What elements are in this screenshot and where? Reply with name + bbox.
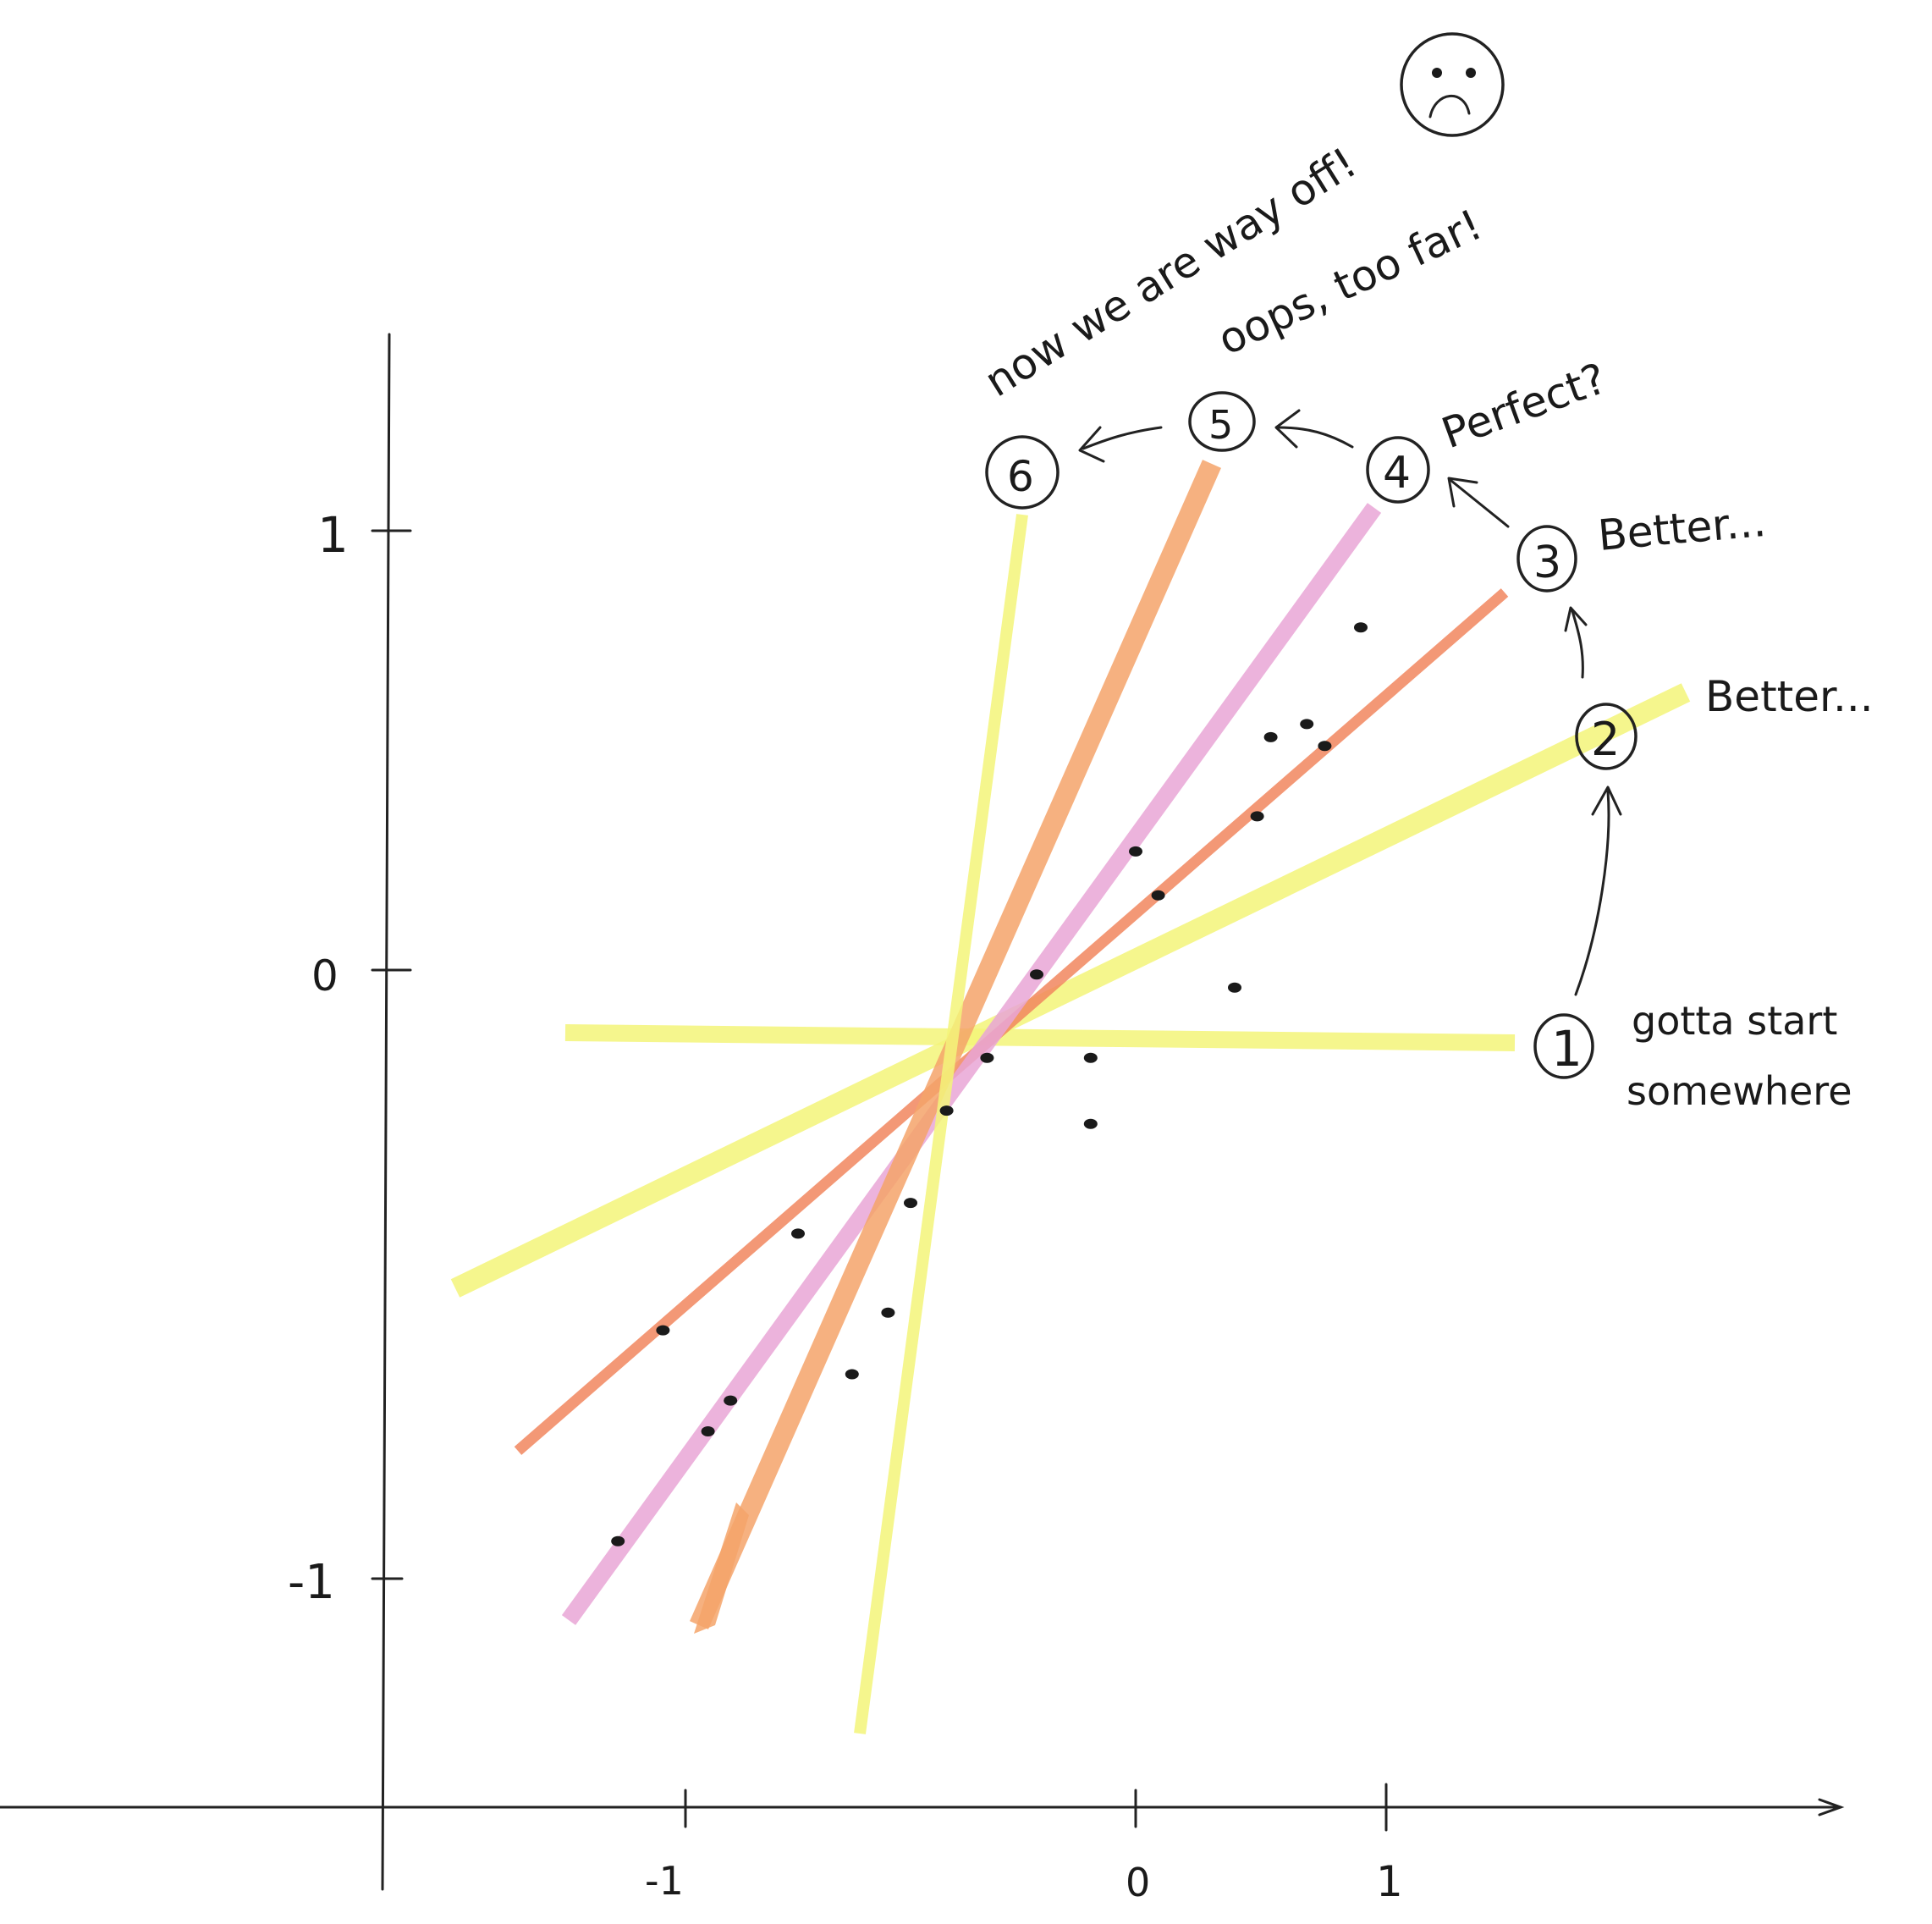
step-3-number: 3 bbox=[1533, 538, 1561, 588]
fit-line-step-1 bbox=[564, 1024, 1516, 1051]
data-point bbox=[904, 1198, 917, 1209]
data-point bbox=[1354, 622, 1368, 633]
data-point bbox=[1250, 811, 1264, 822]
arrow-step-3-to-4 bbox=[1450, 479, 1510, 528]
step-5-number: 5 bbox=[1208, 402, 1233, 448]
step-6-circle bbox=[985, 435, 1060, 510]
arrow-step-2-to-3-head bbox=[1564, 606, 1588, 632]
step-6-number: 6 bbox=[1007, 452, 1034, 501]
arrow-step-5-to-6 bbox=[1082, 426, 1163, 450]
step-1-number: 1 bbox=[1551, 1020, 1582, 1078]
orange-smudge bbox=[694, 1502, 749, 1634]
step-3-circle bbox=[1516, 525, 1577, 593]
x-tick-label-1: 1 bbox=[1376, 1857, 1403, 1906]
data-point bbox=[1030, 969, 1043, 980]
data-point bbox=[1151, 890, 1165, 901]
data-point bbox=[656, 1325, 670, 1336]
step-6-caption: now we are way off! bbox=[977, 138, 1365, 406]
data-point bbox=[1300, 719, 1314, 730]
data-point bbox=[1263, 731, 1278, 742]
data-point bbox=[701, 1426, 715, 1436]
step-1-circle bbox=[1533, 1013, 1594, 1079]
step-4-circle bbox=[1366, 436, 1430, 504]
annotations: 1 gotta start somewhere 2 Better... 3 Be… bbox=[977, 32, 1874, 1114]
data-point bbox=[1083, 1118, 1098, 1129]
x-axis-arrowhead bbox=[1818, 1798, 1845, 1816]
arrow-step-1-to-2-head bbox=[1591, 786, 1622, 816]
y-tick-label-1: 1 bbox=[317, 506, 349, 564]
step-4-caption: Perfect? bbox=[1435, 354, 1612, 458]
step-3-caption: Better... bbox=[1596, 497, 1768, 560]
data-point bbox=[881, 1307, 895, 1318]
y-tick-label-0: 0 bbox=[311, 951, 339, 1001]
data-point bbox=[791, 1228, 805, 1239]
fit-line-step-2 bbox=[450, 683, 1691, 1298]
arrow-step-2-to-3 bbox=[1571, 609, 1584, 679]
y-tick-label-neg1: -1 bbox=[288, 1555, 335, 1610]
step-1-caption-line2: somewhere bbox=[1627, 1068, 1852, 1114]
fit-line-step-4 bbox=[561, 503, 1382, 1625]
x-tick-label-neg1: -1 bbox=[645, 1858, 684, 1904]
y-axis bbox=[381, 333, 391, 1891]
x-tick-label-0: 0 bbox=[1126, 1860, 1150, 1905]
fit-line-step-6 bbox=[854, 514, 1028, 1734]
fit-lines bbox=[450, 460, 1691, 1734]
data-point bbox=[1083, 1052, 1098, 1063]
arrow-step-1-to-2 bbox=[1574, 790, 1610, 996]
data-point bbox=[845, 1369, 859, 1380]
data-points bbox=[611, 622, 1368, 1546]
step-4-number: 4 bbox=[1383, 448, 1411, 499]
frowning-face-icon bbox=[1400, 32, 1505, 137]
data-point bbox=[1318, 741, 1332, 752]
data-point bbox=[724, 1395, 738, 1406]
data-point bbox=[1129, 846, 1142, 857]
arrow-step-4-to-5 bbox=[1276, 426, 1354, 449]
axes bbox=[0, 333, 1845, 1891]
data-point bbox=[611, 1535, 625, 1546]
arrow-step-3-to-4-head bbox=[1447, 477, 1478, 508]
step-2-circle bbox=[1575, 703, 1638, 770]
data-point bbox=[980, 1052, 994, 1063]
step-2-number: 2 bbox=[1591, 713, 1620, 766]
tick-labels: 1 0 -1 -1 0 1 bbox=[288, 506, 1403, 1906]
step-2-caption: Better... bbox=[1705, 672, 1874, 721]
arrow-step-4-to-5-head bbox=[1274, 409, 1301, 449]
data-point bbox=[1228, 982, 1241, 993]
step-1-caption-line1: gotta start bbox=[1632, 998, 1837, 1044]
data-point bbox=[939, 1105, 954, 1116]
arrow-step-5-to-6-head bbox=[1078, 426, 1105, 463]
step-5-circle bbox=[1188, 391, 1256, 452]
